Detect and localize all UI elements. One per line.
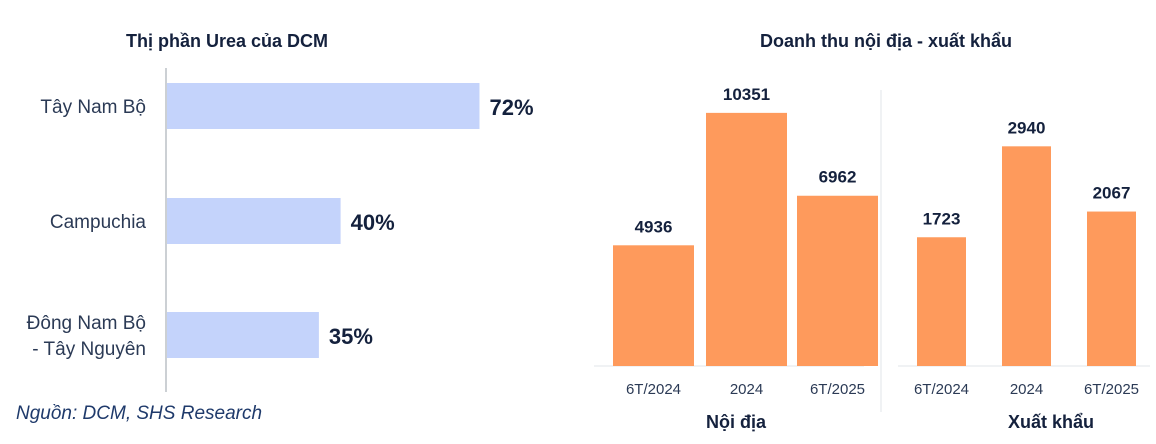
category-label-market-share-2-line-0: Đông Nam Bộ (27, 313, 146, 334)
tick-label-revenue-0-2: 6T/2025 (810, 381, 865, 398)
tick-label-revenue-1-1: 2024 (1010, 381, 1043, 398)
bar-revenue-0-1 (706, 112, 787, 366)
data-label-market-share-0: 72% (489, 95, 533, 120)
tick-label-revenue-1-2: 6T/2025 (1084, 381, 1139, 398)
tick-label-revenue-1-0: 6T/2024 (914, 381, 969, 398)
tick-label-revenue-0-0: 6T/2024 (626, 381, 681, 398)
bar-revenue-1-0 (917, 237, 966, 366)
bar-market-share-0 (167, 83, 480, 129)
data-label-revenue-1-2: 2067 (1093, 184, 1131, 203)
source-note: Nguồn: DCM, SHS Research (16, 403, 263, 424)
bar-revenue-0-0 (613, 245, 694, 366)
bar-revenue-1-2 (1087, 211, 1136, 366)
bar-revenue-1-1 (1002, 146, 1051, 366)
chart-title-revenue: Doanh thu nội địa - xuất khẩu (760, 31, 1012, 51)
bar-market-share-1 (167, 198, 341, 244)
panel-label-0: Nội địa (706, 412, 767, 432)
tick-label-revenue-0-1: 2024 (730, 381, 763, 398)
data-label-revenue-1-0: 1723 (923, 209, 961, 228)
chart-title-market-share: Thị phần Urea của DCM (126, 31, 329, 51)
category-label-market-share-1: Campuchia (50, 212, 147, 233)
panel-label-1: Xuất khẩu (1008, 412, 1094, 432)
data-label-market-share-2: 35% (329, 324, 373, 349)
data-label-revenue-0-0: 4936 (635, 217, 673, 236)
bar-revenue-0-2 (797, 195, 878, 366)
data-label-revenue-1-1: 2940 (1008, 118, 1046, 137)
bar-market-share-2 (167, 312, 319, 358)
data-label-market-share-1: 40% (351, 210, 395, 235)
data-label-revenue-0-1: 10351 (723, 85, 770, 104)
category-label-market-share-2-line-1: - Tây Nguyên (32, 339, 146, 360)
category-label-market-share-0: Tây Nam Bộ (40, 97, 146, 118)
data-label-revenue-0-2: 6962 (819, 168, 857, 187)
